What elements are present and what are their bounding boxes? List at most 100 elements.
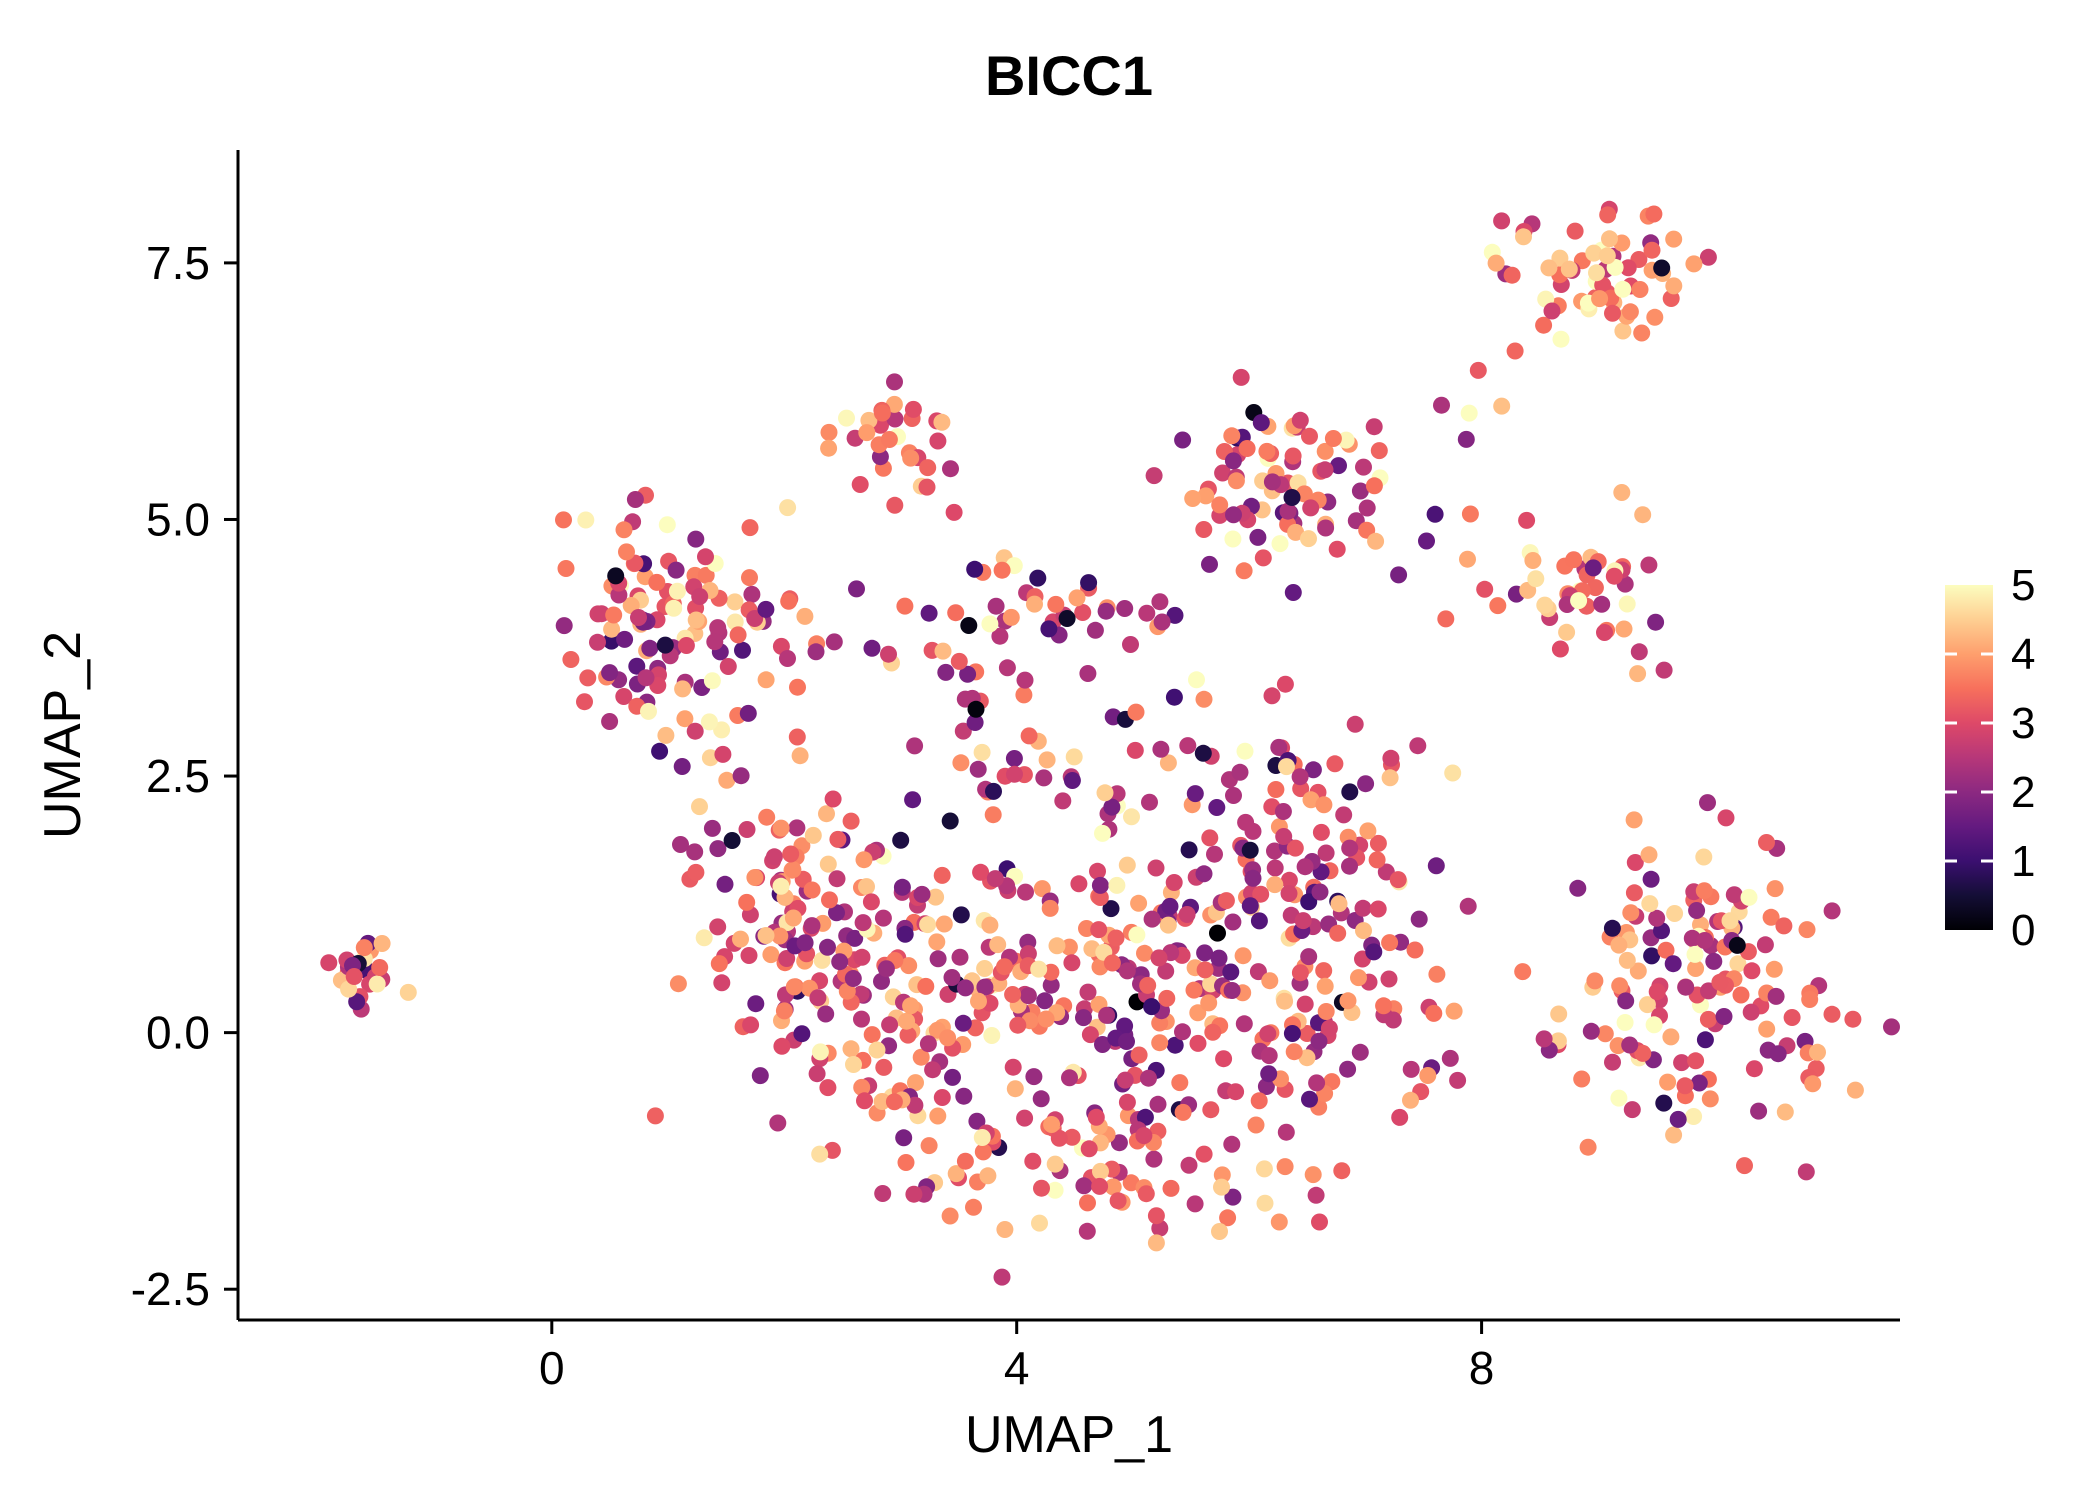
data-point bbox=[1745, 1060, 1763, 1078]
data-point bbox=[1080, 1140, 1098, 1158]
data-point bbox=[1005, 750, 1023, 767]
data-point bbox=[1227, 472, 1245, 490]
data-point bbox=[1629, 962, 1647, 980]
data-point bbox=[1441, 1049, 1459, 1067]
data-point bbox=[1300, 893, 1318, 911]
data-point bbox=[1080, 574, 1098, 592]
data-point bbox=[1823, 902, 1841, 920]
data-point bbox=[1758, 1020, 1776, 1038]
data-point bbox=[951, 948, 969, 966]
data-point bbox=[1631, 281, 1649, 298]
data-point bbox=[1081, 1026, 1099, 1044]
data-point bbox=[1326, 755, 1344, 773]
data-point bbox=[1433, 396, 1450, 414]
data-point bbox=[1260, 1065, 1278, 1083]
data-point bbox=[1673, 1054, 1691, 1072]
data-point bbox=[1599, 206, 1617, 224]
data-point bbox=[1060, 938, 1078, 956]
data-point bbox=[1742, 1003, 1760, 1021]
data-point bbox=[1270, 1213, 1288, 1231]
data-point bbox=[1126, 741, 1144, 759]
data-point bbox=[920, 604, 938, 622]
data-point bbox=[757, 671, 775, 689]
data-point bbox=[739, 704, 757, 722]
data-point bbox=[1256, 1194, 1274, 1212]
data-point bbox=[1118, 962, 1136, 980]
data-point bbox=[1079, 1194, 1096, 1212]
data-point bbox=[966, 560, 984, 578]
data-point bbox=[935, 915, 953, 933]
data-point bbox=[818, 805, 835, 823]
data-point bbox=[1186, 785, 1204, 803]
data-point bbox=[828, 904, 845, 922]
data-point bbox=[1250, 912, 1268, 930]
data-point bbox=[927, 888, 945, 906]
data-point bbox=[1296, 858, 1314, 876]
data-point bbox=[1266, 876, 1284, 894]
data-point bbox=[626, 491, 644, 508]
y-tick-label: 5.0 bbox=[146, 493, 210, 545]
data-point bbox=[1092, 1162, 1109, 1180]
data-point bbox=[778, 950, 796, 967]
data-point bbox=[1252, 885, 1270, 903]
data-point bbox=[1258, 442, 1276, 460]
data-point bbox=[1016, 671, 1034, 689]
data-point bbox=[1758, 834, 1775, 851]
data-point bbox=[880, 645, 897, 663]
data-point bbox=[941, 1207, 959, 1225]
data-point bbox=[1614, 280, 1632, 298]
data-point bbox=[853, 1078, 871, 1096]
legend-tick-label: 0 bbox=[2011, 906, 2035, 955]
data-point bbox=[1717, 809, 1735, 827]
data-point bbox=[842, 1040, 860, 1058]
data-point bbox=[960, 617, 978, 634]
data-point bbox=[1171, 1074, 1189, 1092]
data-point bbox=[1642, 870, 1660, 888]
data-point bbox=[1098, 1006, 1116, 1024]
data-point bbox=[1147, 1234, 1165, 1252]
data-point bbox=[758, 808, 776, 826]
data-point bbox=[846, 929, 864, 947]
data-point bbox=[981, 916, 999, 934]
data-point bbox=[1369, 834, 1387, 852]
data-point bbox=[1316, 461, 1334, 479]
data-point bbox=[1029, 569, 1047, 587]
data-point bbox=[1235, 562, 1253, 580]
data-point bbox=[1224, 1188, 1242, 1206]
data-point bbox=[579, 669, 597, 687]
data-point bbox=[1296, 995, 1314, 1013]
data-point bbox=[1194, 744, 1212, 762]
data-point bbox=[729, 626, 747, 644]
data-point bbox=[368, 975, 386, 993]
data-point bbox=[577, 511, 595, 529]
data-point bbox=[892, 831, 910, 849]
data-point bbox=[1283, 489, 1301, 506]
data-point bbox=[939, 1029, 957, 1047]
data-point bbox=[345, 968, 363, 985]
data-point bbox=[896, 597, 914, 615]
x-tick-label: 8 bbox=[1469, 1342, 1495, 1394]
x-axis-ticks: 0 4 8 bbox=[539, 1320, 1494, 1394]
data-point bbox=[1291, 964, 1309, 982]
data-point bbox=[955, 1087, 973, 1105]
data-point bbox=[904, 400, 922, 418]
data-point bbox=[1382, 749, 1400, 767]
data-point bbox=[1283, 1025, 1301, 1042]
data-point bbox=[1767, 987, 1785, 1005]
data-point bbox=[1690, 1074, 1708, 1092]
data-point bbox=[1527, 570, 1545, 588]
data-point bbox=[1063, 954, 1081, 972]
data-point bbox=[1274, 803, 1292, 820]
data-point bbox=[1551, 640, 1569, 658]
data-point bbox=[1279, 502, 1297, 520]
data-point bbox=[656, 636, 674, 654]
x-axis: 0 4 8 UMAP_1 bbox=[238, 1318, 1900, 1464]
data-point bbox=[1659, 1073, 1677, 1091]
data-point bbox=[1143, 910, 1161, 928]
data-point bbox=[1687, 1052, 1705, 1070]
data-point bbox=[1570, 592, 1588, 610]
data-point bbox=[1145, 1150, 1163, 1168]
data-point bbox=[1189, 1004, 1207, 1022]
data-point bbox=[628, 657, 646, 675]
data-point bbox=[1317, 519, 1335, 537]
